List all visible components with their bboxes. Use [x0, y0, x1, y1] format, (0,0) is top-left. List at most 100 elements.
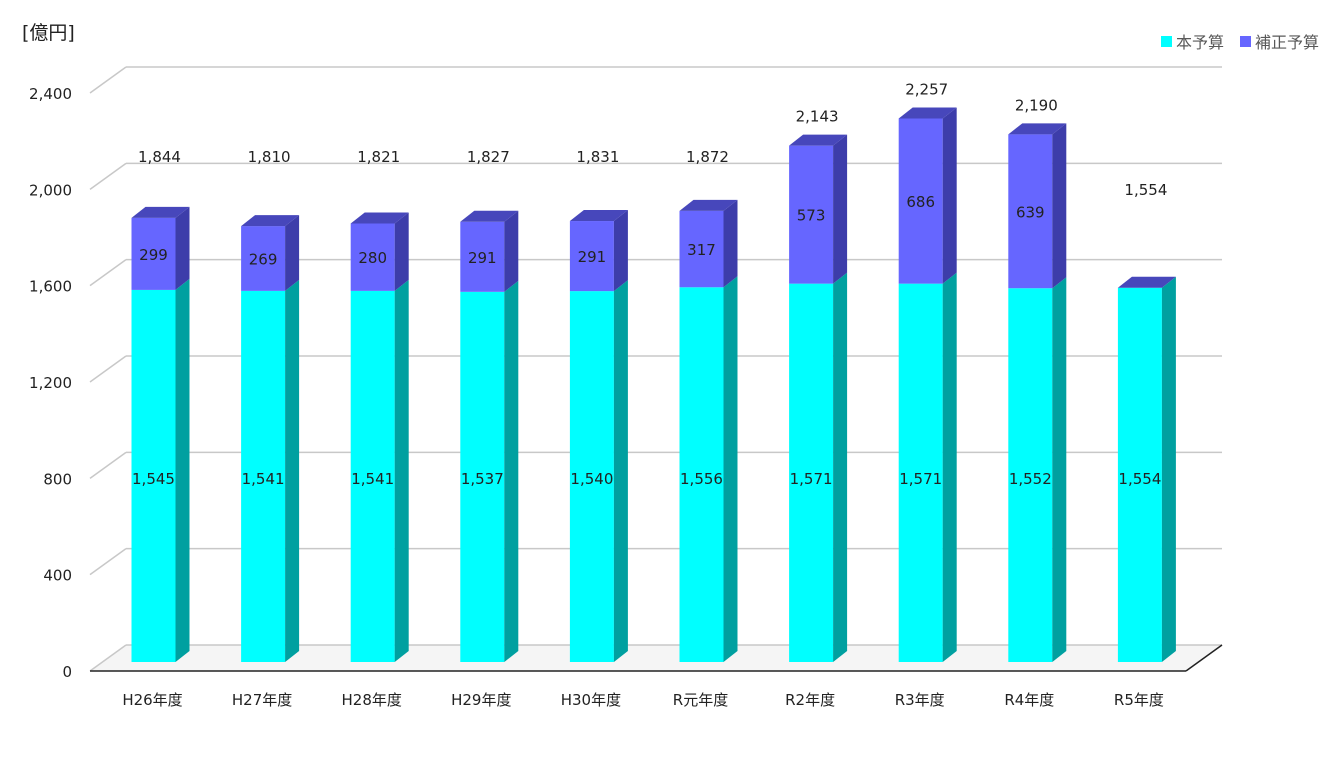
y-tick-label: 0: [62, 663, 72, 681]
data-label-total: 1,810: [248, 148, 291, 166]
x-tick-label: R4年度: [1004, 691, 1054, 709]
data-label-base: 1,537: [461, 470, 504, 488]
x-tick-label: R3年度: [895, 691, 945, 709]
gridline-depth: [89, 66, 127, 94]
data-label-supplement: 280: [358, 249, 387, 267]
x-tick-label: H26年度: [122, 691, 182, 709]
data-label-total: 1,827: [467, 148, 510, 166]
bar-base-front: [350, 290, 395, 662]
bar-supplement-top: [898, 107, 957, 119]
data-label-supplement: 573: [797, 207, 826, 225]
bar-base-side: [175, 278, 190, 662]
legend-swatch-supplement: [1239, 35, 1251, 47]
bar-supplement-front: [131, 217, 176, 290]
data-label-total: 2,257: [905, 80, 948, 98]
bar-base-front: [131, 289, 176, 662]
x-tick-label: H30年度: [561, 691, 621, 709]
gridline-depth: [89, 259, 127, 287]
legend-label-base: 本予算: [1175, 33, 1224, 52]
data-label-total: 1,844: [138, 148, 181, 166]
bar-base-front: [460, 291, 505, 662]
bar-base-side: [833, 272, 848, 662]
bar-supplement-side: [613, 210, 628, 292]
data-label-base: 1,552: [1009, 470, 1052, 488]
bar-supplement-front: [898, 118, 943, 284]
bar-supplement-front: [350, 223, 395, 291]
bar-supplement-front: [679, 210, 724, 288]
gridline-depth: [89, 162, 127, 190]
data-label-total: 1,831: [576, 148, 619, 166]
data-label-supplement: 639: [1016, 203, 1045, 221]
bar-base-front: [569, 291, 614, 662]
bar-supplement-side: [1052, 123, 1067, 289]
bar-supplement-top: [679, 199, 738, 211]
data-label-base: 1,571: [899, 470, 942, 488]
bar-supplement-top: [131, 206, 190, 218]
bar-supplement-side: [833, 134, 848, 284]
x-tick-label: H27年度: [232, 691, 292, 709]
bar-supplement-side: [942, 107, 957, 284]
x-axis-depth-line: [1185, 644, 1223, 672]
gridline-depth: [89, 644, 127, 672]
legend-item-supplement: 補正予算: [1239, 29, 1319, 53]
y-tick-label: 1,200: [29, 374, 72, 392]
data-label-total: 1,554: [1124, 181, 1167, 199]
legend-swatch-base: [1160, 35, 1172, 47]
bar-supplement-top: [350, 212, 409, 224]
bar-base-front: [679, 287, 724, 662]
bar-supplement-top: [241, 215, 300, 227]
bar-supplement-side: [394, 212, 409, 291]
legend: 本予算 補正予算: [1160, 29, 1319, 53]
data-label-base: 1,571: [790, 470, 833, 488]
data-label-supplement: 291: [468, 249, 497, 267]
bar-base-side: [723, 276, 738, 662]
x-tick-label: R5年度: [1114, 691, 1164, 709]
data-label-base: 1,540: [570, 470, 613, 488]
legend-item-base: 本予算: [1160, 29, 1224, 53]
data-label-base: 1,541: [242, 470, 285, 488]
y-axis-unit-label: [億円]: [22, 22, 75, 44]
data-label-base: 1,554: [1118, 470, 1161, 488]
y-tick-label: 400: [43, 567, 72, 585]
x-tick-label: H28年度: [342, 691, 402, 709]
x-tick-label: R2年度: [785, 691, 835, 709]
bar-base-front: [1117, 287, 1162, 662]
bar-base-top: [1117, 276, 1176, 288]
data-label-total: 2,143: [796, 108, 839, 126]
bar-base-side: [504, 280, 519, 662]
data-label-base: 1,556: [680, 470, 723, 488]
bar-supplement-front: [569, 221, 614, 292]
data-label-supplement: 291: [578, 248, 607, 266]
data-label-supplement: 686: [906, 193, 935, 211]
bar-base-side: [1161, 276, 1176, 662]
bar-supplement-front: [241, 226, 286, 291]
bar-supplement-top: [1008, 123, 1067, 135]
bar-supplement-side: [723, 199, 738, 288]
bar-base-side: [1052, 277, 1067, 662]
data-label-base: 1,541: [351, 470, 394, 488]
bar-base-side: [285, 279, 300, 662]
x-tick-label: R元年度: [673, 691, 728, 709]
bar-supplement-top: [789, 134, 848, 146]
bar-supplement-top: [569, 210, 628, 222]
gridline-depth: [89, 548, 127, 576]
data-label-total: 1,821: [357, 148, 400, 166]
bar-supplement-side: [285, 215, 300, 291]
bar-supplement-front: [789, 145, 834, 284]
bar-base-front: [241, 290, 286, 662]
bar-supplement-top: [460, 210, 519, 222]
y-tick-label: 1,600: [29, 278, 72, 296]
bar-supplement-side: [175, 206, 190, 290]
data-label-base: 1,545: [132, 470, 175, 488]
y-tick-label: 800: [43, 470, 72, 488]
data-label-supplement: 317: [687, 241, 716, 259]
data-label-total: 2,190: [1015, 96, 1058, 114]
bar-base-front: [789, 283, 834, 662]
y-tick-label: 2,400: [29, 85, 72, 103]
data-label-total: 1,872: [686, 148, 729, 166]
gridline-depth: [89, 355, 127, 383]
data-label-supplement: 269: [249, 250, 278, 268]
legend-label-supplement: 補正予算: [1254, 33, 1319, 52]
bar-supplement-front: [1008, 134, 1053, 289]
